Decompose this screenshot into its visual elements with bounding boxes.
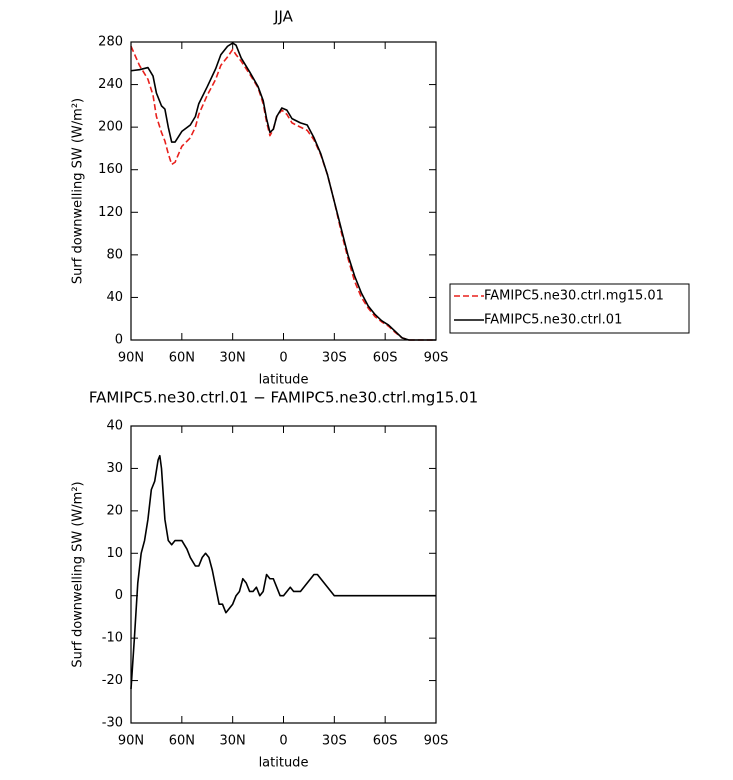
legend-label: FAMIPC5.ne30.ctrl.01	[484, 313, 622, 328]
y-tick-label: 0	[115, 333, 123, 348]
series-line	[130, 42, 436, 341]
x-axis-label: latitude	[259, 373, 309, 388]
x-tick-label: 0	[279, 351, 287, 366]
y-axis-label: Surf downwelling SW (W/m²)	[71, 481, 86, 667]
y-tick-label: 0	[115, 588, 123, 603]
x-tick-label: 30S	[322, 351, 347, 366]
y-tick-label: 10	[106, 546, 123, 561]
x-tick-label: 90S	[424, 734, 449, 749]
y-tick-label: 120	[98, 205, 123, 220]
legend-box	[449, 283, 690, 334]
y-tick-label: -30	[102, 716, 123, 731]
x-tick-label: 60S	[373, 351, 398, 366]
plot-frame	[130, 41, 437, 341]
y-tick-label: 80	[106, 247, 123, 262]
chart-title: FAMIPC5.ne30.ctrl.01 − FAMIPC5.ne30.ctrl…	[89, 389, 478, 407]
x-tick-label: 60N	[169, 734, 195, 749]
series-line	[130, 45, 436, 341]
y-tick-label: 30	[106, 461, 123, 476]
x-tick-label: 90N	[118, 734, 144, 749]
y-tick-label: 20	[106, 503, 123, 518]
legend-label: FAMIPC5.ne30.ctrl.mg15.01	[484, 289, 664, 304]
y-tick-label: -20	[102, 673, 123, 688]
y-axis-label: Surf downwelling SW (W/m²)	[71, 98, 86, 284]
y-tick-label: -10	[102, 631, 123, 646]
x-tick-label: 60N	[169, 351, 195, 366]
series-line	[130, 454, 436, 690]
x-tick-label: 60S	[373, 734, 398, 749]
x-axis-label: latitude	[259, 756, 309, 771]
x-tick-label: 30N	[220, 734, 246, 749]
x-tick-label: 30N	[220, 351, 246, 366]
y-tick-label: 160	[98, 162, 123, 177]
y-tick-label: 240	[98, 77, 123, 92]
plot-frame	[130, 425, 437, 724]
y-tick-label: 200	[98, 120, 123, 135]
y-tick-label: 40	[106, 419, 123, 434]
y-tick-label: 280	[98, 35, 123, 50]
x-tick-label: 90S	[424, 351, 449, 366]
chart-title: JJA	[273, 8, 294, 26]
x-tick-label: 90N	[118, 351, 144, 366]
y-tick-label: 40	[106, 290, 123, 305]
x-tick-label: 30S	[322, 734, 347, 749]
x-tick-label: 0	[279, 734, 287, 749]
